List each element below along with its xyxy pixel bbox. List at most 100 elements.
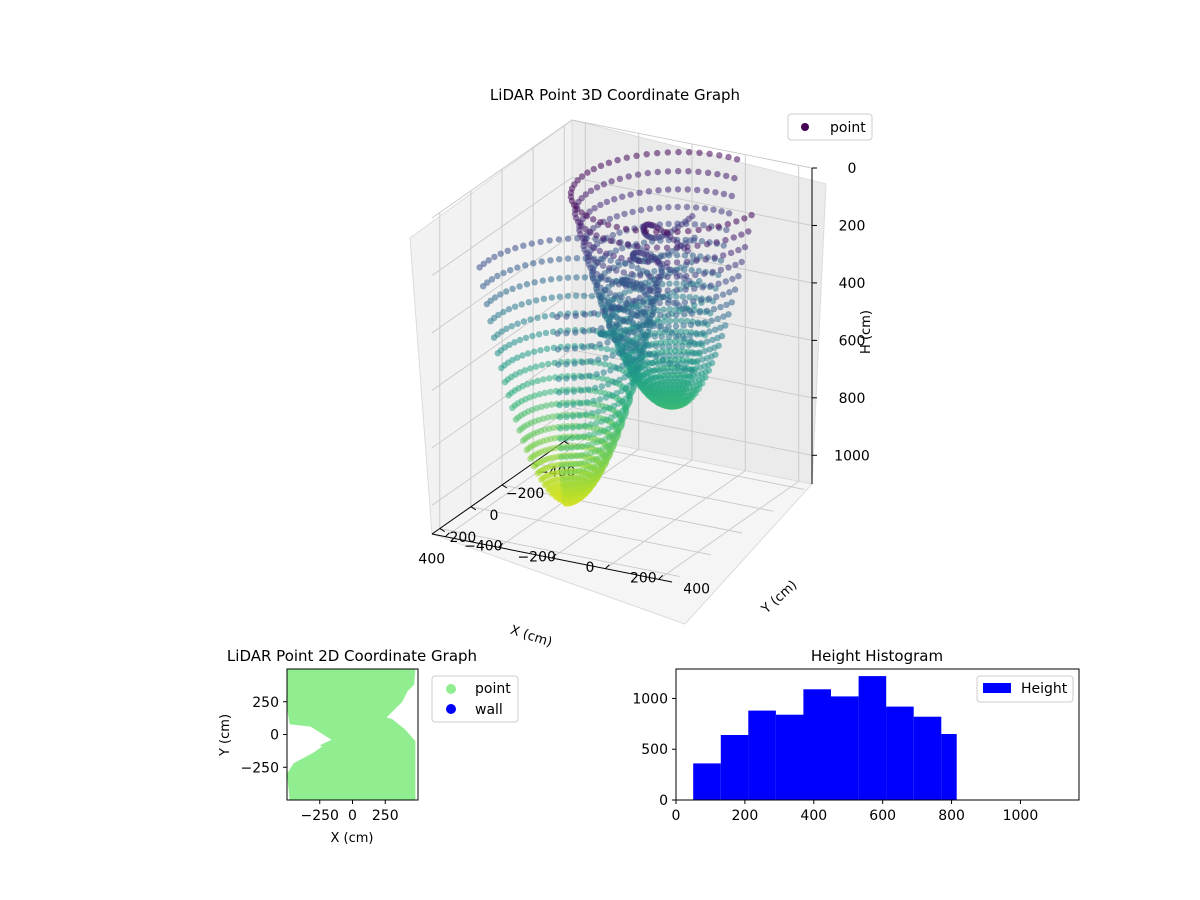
z-tick-label: 0 (848, 161, 857, 177)
cloud-point (701, 319, 709, 326)
y-tick-label-2d: 250 (252, 695, 279, 711)
histogram-bar (720, 735, 749, 800)
cloud-point (666, 306, 673, 313)
cloud-point (715, 271, 722, 278)
cloud-point (666, 359, 674, 367)
cloud-point (613, 267, 620, 274)
cloud-point (503, 288, 510, 295)
cloud-point (563, 345, 570, 353)
cloud-point (673, 280, 680, 287)
cloud-point (629, 208, 636, 216)
cloud-point (613, 320, 621, 327)
cloud-point (557, 435, 564, 442)
y-tick-label: 400 (683, 581, 710, 597)
cloud-point (587, 264, 594, 271)
cloud-point (681, 299, 689, 306)
cloud-point (516, 283, 523, 290)
cloud-point (686, 373, 693, 380)
cloud-point (556, 293, 563, 300)
cloud-point (735, 273, 742, 280)
cloud-point (555, 361, 562, 368)
cloud-point (563, 313, 570, 320)
cloud-point (524, 350, 532, 357)
cloud-point (537, 347, 544, 354)
cloud-point (563, 375, 570, 382)
cloud-point (628, 262, 635, 269)
cloud-point (588, 292, 596, 300)
cloud-point (682, 286, 689, 293)
cloud-point (611, 196, 618, 203)
cloud-point (688, 310, 696, 317)
cloud-point (539, 277, 546, 284)
cloud-point (599, 375, 606, 382)
cloud-point (728, 192, 735, 200)
cloud-point (705, 225, 712, 232)
cloud-point (706, 346, 714, 353)
cloud-point (722, 236, 729, 244)
cloud-point (507, 267, 514, 274)
point-cloud (476, 148, 755, 507)
cloud-point (653, 244, 661, 251)
cloud-point (529, 379, 536, 386)
cloud-point (614, 156, 621, 164)
cloud-point (597, 219, 604, 226)
histogram-bar (748, 710, 776, 800)
y-tick (444, 532, 450, 538)
cloud-point (676, 374, 683, 382)
cloud-point (665, 203, 672, 211)
histogram-bar (693, 763, 721, 800)
plot2d-title: LiDAR Point 2D Coordinate Graph (227, 647, 477, 665)
cloud-point (679, 293, 687, 300)
plot3d-title: LiDAR Point 3D Coordinate Graph (490, 86, 740, 104)
cloud-point (637, 206, 645, 214)
cloud-point (659, 356, 666, 363)
cloud-point (732, 261, 739, 269)
cloud-point (593, 232, 600, 239)
cloud-point (674, 203, 681, 211)
cloud-point (683, 258, 691, 265)
cloud-point (698, 238, 706, 245)
cloud-point (701, 270, 708, 277)
cloud-point (570, 401, 577, 408)
cloud-point (581, 422, 589, 429)
cloud-point (694, 186, 701, 194)
grid-backleft-horiz (431, 291, 573, 391)
grid-floor-y (551, 459, 693, 559)
cloud-point (509, 285, 516, 292)
cloud-point (606, 289, 613, 297)
cloud-point (556, 256, 563, 263)
cloud-point (672, 338, 679, 345)
cloud-point (581, 328, 588, 335)
cloud-point (485, 257, 492, 264)
cloud-point (735, 246, 742, 254)
cloud-point (584, 441, 591, 449)
y-tick-label-2d: −250 (241, 760, 279, 776)
cloud-point (593, 184, 601, 191)
cloud-point (587, 187, 595, 194)
cloud-point (623, 154, 630, 161)
grid-backleft-horiz (431, 406, 573, 506)
cloud-point (627, 344, 634, 352)
cloud-point (616, 229, 623, 236)
cloud-point (569, 424, 576, 431)
cloud-point (683, 359, 690, 366)
cloud-point (692, 204, 700, 211)
cloud-point (619, 362, 626, 369)
cloud-point (665, 186, 672, 193)
cloud-point (715, 280, 722, 287)
cloud-point (714, 315, 721, 322)
cloud-point (634, 265, 641, 272)
cloud-point (593, 420, 600, 427)
plot2d-ylabel: Y (cm) (218, 714, 233, 757)
cloud-point (658, 333, 665, 340)
cloud-point (685, 149, 693, 156)
cloud-point (559, 481, 567, 489)
cloud-point (696, 349, 703, 356)
cloud-point (636, 320, 643, 328)
grid-backleft-horiz (431, 234, 573, 334)
cloud-point (657, 374, 664, 382)
cloud-point (564, 255, 572, 262)
cloud-point (701, 347, 708, 355)
grid-backleft-horiz (431, 177, 573, 276)
cloud-point (534, 470, 541, 477)
